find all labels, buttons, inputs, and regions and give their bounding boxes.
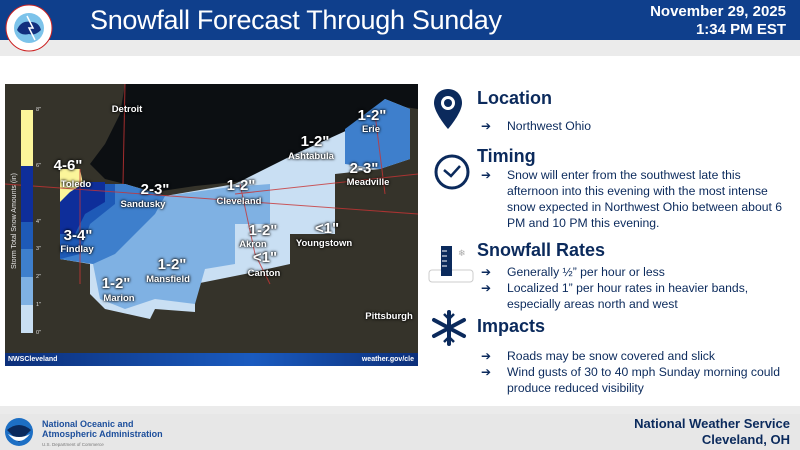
section-title: Timing: [477, 146, 536, 166]
bullet: ➔ Wind gusts of 30 to 40 mph Sunday morni…: [481, 364, 791, 396]
city-label: Marion: [103, 293, 135, 304]
legend-tick: 6": [36, 163, 42, 169]
map-footer: NWSCleveland weather.gov/cle: [5, 353, 418, 366]
snow-ruler-icon: ❄: [428, 246, 474, 283]
issue-date: November 29, 2025: [650, 3, 786, 20]
amount-label: 2-3": [349, 160, 379, 177]
legend-swatch-1-2: [21, 277, 33, 305]
bullet: ➔ Roads may be snow covered and slick: [481, 348, 791, 364]
issue-time: 1:34 PM EST: [695, 21, 786, 38]
amount-label: <1": [252, 249, 278, 266]
arrow-icon: ➔: [481, 168, 492, 182]
snow-legend: 8" 6" 4" 3" 2" 1" 0": [21, 107, 41, 336]
amount-label: 4-6": [53, 157, 83, 174]
map-footer-handle: NWSCleveland: [8, 356, 58, 363]
nws-logo-icon: [5, 4, 53, 52]
section-title: Snowfall Rates: [477, 240, 606, 260]
bullet-text: Roads may be snow covered and slick: [507, 349, 715, 363]
amount-label: 1-2": [157, 256, 187, 273]
noaa-line1: National Oceanic and: [42, 419, 134, 429]
snow-region-8in: [60, 169, 83, 202]
legend-tick: 1": [36, 302, 42, 308]
bullet-text: Localized 1” per hour rates in heavier b…: [507, 281, 749, 311]
city-label: Findlay: [60, 244, 94, 255]
bullet-text: Northwest Ohio: [507, 119, 591, 133]
bullet-text: Generally ½” per hour or less: [507, 265, 665, 279]
snowfall-map: 8" 6" 4" 3" 2" 1" 0" Storm Total Snow Am…: [5, 84, 418, 366]
arrow-icon: ➔: [481, 119, 492, 133]
legend-swatch-4-6: [21, 166, 33, 222]
city-label: Cleveland: [216, 196, 262, 207]
nws-line1: National Weather Service: [634, 416, 790, 431]
amount-label: 2-3": [140, 181, 170, 198]
city-label: Meadville: [346, 177, 390, 188]
amount-label: 1-2": [226, 177, 256, 194]
legend-swatch-0-1: [21, 305, 33, 333]
arrow-icon: ➔: [481, 281, 492, 295]
legend-title: Storm Total Snow Amounts (in): [11, 173, 18, 269]
footer-bar: National Oceanic and Atmospheric Administ…: [0, 414, 800, 450]
city-label: Toledo: [60, 179, 92, 190]
legend-tick: 4": [36, 219, 42, 225]
clock-icon: [434, 154, 470, 190]
noaa-name: National Oceanic and Atmospheric Administ…: [42, 419, 163, 439]
amount-label: 1-2": [248, 222, 278, 239]
city-label: Akron: [239, 239, 267, 250]
arrow-icon: ➔: [481, 349, 492, 363]
issue-datetime: November 29, 2025 1:34 PM EST: [650, 3, 786, 39]
legend-tick: 0": [36, 330, 42, 336]
city-label: Canton: [247, 268, 281, 279]
section-title: Impacts: [477, 316, 546, 336]
noaa-dept: U.S. Department of Commerce: [42, 442, 104, 447]
amount-label: <1": [314, 220, 340, 237]
arrow-icon: ➔: [481, 265, 492, 279]
city-label-detroit: Detroit: [111, 104, 143, 115]
legend-swatch-6-8: [21, 110, 33, 166]
city-label: Ashtabula: [288, 151, 334, 162]
legend-swatch-3-4: [21, 222, 33, 249]
city-label: Mansfield: [146, 274, 190, 285]
noaa-logo-icon: [5, 418, 33, 446]
header-bar: Snowfall Forecast Through Sunday Novembe…: [0, 0, 800, 40]
map-footer-url: weather.gov/cle: [361, 356, 414, 363]
amount-label: 1-2": [300, 133, 330, 150]
bullet: ➔ Localized 1” per hour rates in heavier …: [481, 280, 791, 312]
snowflake-icon: [432, 310, 466, 346]
amount-label: 3-4": [63, 227, 93, 244]
city-label-pittsburgh: Pittsburgh: [365, 311, 413, 322]
nws-office: National Weather Service Cleveland, OH: [634, 416, 790, 448]
legend-tick: 2": [36, 274, 42, 280]
city-label: Youngstown: [295, 238, 353, 249]
page-title: Snowfall Forecast Through Sunday: [90, 5, 502, 35]
section-title: Location: [477, 88, 552, 108]
nws-line2: Cleveland, OH: [701, 432, 790, 447]
svg-text:❄: ❄: [458, 248, 466, 258]
bullet-text: Snow will enter from the southwest late …: [507, 168, 783, 230]
bullet: ➔ Generally ½” per hour or less: [481, 264, 791, 280]
legend-swatch-2-3: [21, 249, 33, 277]
noaa-line2: Atmospheric Administration: [42, 429, 163, 439]
map-graphic: [5, 84, 418, 366]
snow-region-6in: [60, 182, 105, 234]
amount-label: 1-2": [101, 275, 131, 292]
bullet-text: Wind gusts of 30 to 40 mph Sunday mornin…: [507, 365, 781, 395]
lake-erie: [90, 84, 418, 192]
city-label: Erie: [362, 124, 380, 135]
legend-tick: 8": [36, 107, 42, 113]
bullet: ➔ Northwest Ohio: [481, 118, 591, 134]
bullet: ➔ Snow will enter from the southwest late…: [481, 167, 791, 231]
road-lines: [5, 84, 418, 285]
amount-label: 1-2": [357, 107, 387, 124]
arrow-icon: ➔: [481, 365, 492, 379]
city-label: Sandusky: [120, 199, 166, 210]
legend-tick: 3": [36, 246, 42, 252]
location-pin-icon: [434, 89, 462, 129]
